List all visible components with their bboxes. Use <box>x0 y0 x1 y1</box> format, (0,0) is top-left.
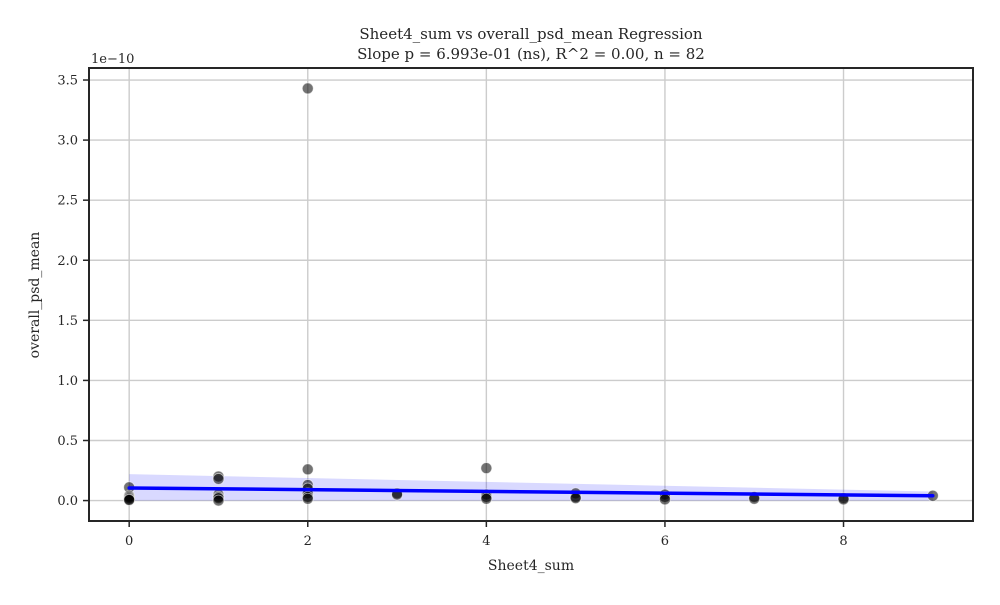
x-tick-label: 0 <box>125 534 133 549</box>
x-tick-label: 2 <box>304 534 312 549</box>
confidence-band <box>129 474 933 501</box>
data-point <box>212 473 225 485</box>
data-point <box>123 494 136 506</box>
y-tick-label: 2.0 <box>57 254 78 269</box>
regression-line <box>127 486 935 498</box>
data-point <box>569 492 582 505</box>
chart-subtitle: Slope p = 6.993e-01 (ns), R^2 = 0.00, n … <box>357 45 705 63</box>
plot-frame <box>88 67 974 522</box>
regression-line-layer <box>127 486 935 498</box>
y-tick-label: 1.5 <box>57 314 78 329</box>
y-tick-label: 3.0 <box>57 134 78 149</box>
data-point <box>212 494 225 507</box>
y-axis-offset-label: 1e−10 <box>91 52 134 67</box>
data-point <box>301 82 314 95</box>
x-tick-label: 6 <box>661 534 669 549</box>
y-tick-label: 0.0 <box>57 494 78 509</box>
confidence-band-layer <box>129 474 933 501</box>
data-point <box>301 492 314 505</box>
x-axis-label: Sheet4_sum <box>488 558 574 574</box>
x-tick-label: 4 <box>482 534 490 549</box>
data-point <box>659 493 671 506</box>
axis-ticks: 0 2 4 6 8 0.0 0.5 1.0 1.5 2.0 2.5 3.0 3.5 <box>57 74 847 549</box>
data-point <box>301 463 314 476</box>
chart-title: Sheet4_sum vs overall_psd_mean Regressio… <box>359 25 703 43</box>
y-axis-label: overall_psd_mean <box>27 232 43 359</box>
data-point <box>480 462 493 475</box>
y-tick-label: 0.5 <box>57 434 78 449</box>
x-tick-label: 8 <box>839 534 847 549</box>
data-points <box>123 82 939 507</box>
data-point <box>480 492 493 505</box>
grid <box>89 68 973 521</box>
y-tick-label: 3.5 <box>57 74 78 89</box>
y-tick-label: 2.5 <box>57 194 78 209</box>
y-tick-label: 1.0 <box>57 374 78 389</box>
